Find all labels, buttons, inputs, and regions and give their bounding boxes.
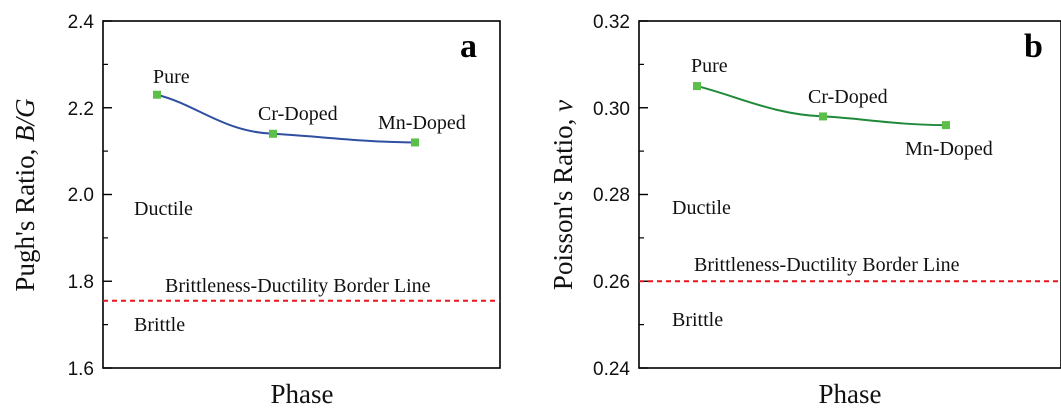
- data-point-b-0: [693, 82, 701, 91]
- point-label-b-pure: Pure: [691, 55, 728, 77]
- y-axis-label-a: Pugh's Ratio, B/G: [10, 98, 40, 291]
- point-label-a-mn: Mn-Doped: [378, 112, 466, 134]
- y-tick-label-a-0: 1.6: [68, 359, 94, 380]
- point-label-b-mn: Mn-Doped: [905, 138, 993, 160]
- point-label-a-pure: Pure: [153, 66, 190, 88]
- point-label-b-cr: Cr-Doped: [808, 86, 888, 108]
- y-axis-label-b: Poisson's Ratio, v: [548, 100, 578, 290]
- region-label-a-ductile: Ductile: [134, 198, 193, 220]
- y-tick-label-b-2: 0.28: [593, 185, 630, 206]
- data-point-b-2: [942, 121, 950, 130]
- y-tick-label-a-3: 2.2: [68, 99, 94, 120]
- y-tick-label-b-4: 0.32: [593, 12, 630, 33]
- x-axis-label-b: Phase: [819, 379, 882, 409]
- y-tick-label-b-0: 0.24: [593, 359, 630, 380]
- border-label-a: Brittleness-Ductility Border Line: [165, 275, 431, 297]
- region-label-b-brittle: Brittle: [672, 309, 723, 331]
- data-point-a-0: [153, 90, 161, 99]
- data-point-b-1: [819, 112, 827, 121]
- panel-label-b: b: [1024, 28, 1043, 65]
- panel-b: 0.24 0.26 0.28 0.30 0.32 Pure Cr-Doped M…: [548, 12, 1061, 409]
- panel-a: 1.6 1.8 2.0 2.2 2.4 Pure Cr-Doped Mn-Dop…: [10, 12, 501, 409]
- border-label-b: Brittleness-Ductility Border Line: [694, 254, 960, 276]
- y-ticks-a: [103, 20, 112, 369]
- markers-a: [153, 90, 419, 147]
- y-tick-label-a-1: 1.8: [68, 272, 94, 293]
- region-label-a-brittle: Brittle: [134, 314, 185, 336]
- y-tick-label-a-2: 2.0: [68, 185, 94, 206]
- y-ticks-b: [639, 20, 648, 369]
- data-point-a-1: [269, 129, 277, 138]
- x-axis-label-a: Phase: [271, 379, 334, 409]
- y-tick-label-b-3: 0.30: [593, 99, 630, 120]
- markers-b: [693, 82, 950, 130]
- point-label-a-cr: Cr-Doped: [258, 103, 338, 125]
- y-tick-label-b-1: 0.26: [593, 272, 630, 293]
- panel-label-a: a: [460, 28, 477, 65]
- data-point-a-2: [411, 138, 419, 147]
- region-label-b-ductile: Ductile: [672, 197, 731, 219]
- y-tick-label-a-4: 2.4: [68, 12, 95, 33]
